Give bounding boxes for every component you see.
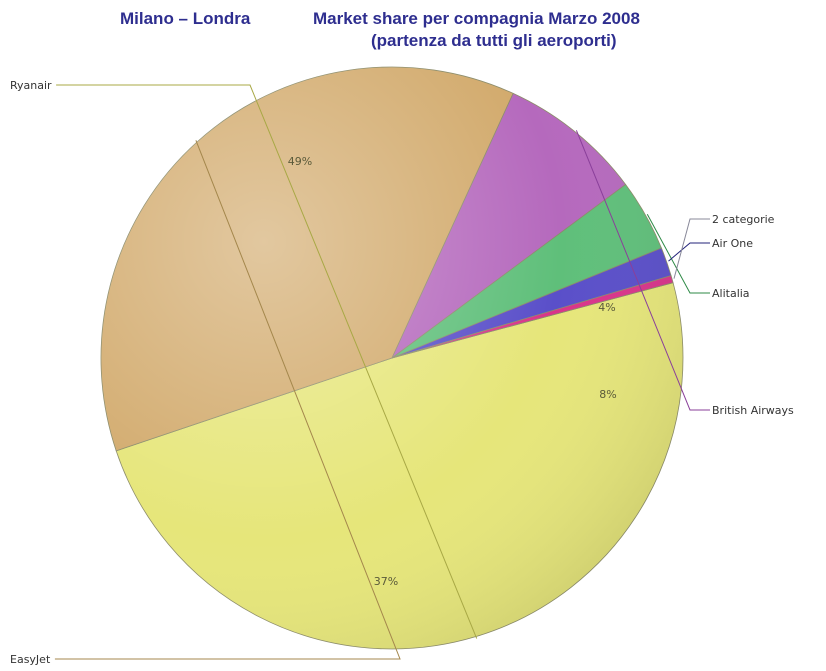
- leader-line-alitalia: [646, 213, 710, 294]
- slice-value-alitalia: 4%: [598, 301, 615, 314]
- slice-label-air-one: Air One: [712, 237, 753, 250]
- slice-value-ryanair: 49%: [288, 155, 312, 168]
- leader-line-easyjet: [54, 140, 401, 660]
- leader-line-air-one: [668, 242, 710, 262]
- chart-subtitle: (partenza da tutti gli aeroporti): [371, 31, 617, 50]
- slice-label-easyjet: EasyJet: [10, 653, 51, 666]
- chart-title: Market share per compagnia Marzo 2008: [313, 9, 640, 28]
- slice-label-ryanair: Ryanair: [10, 79, 52, 92]
- leader-line-british-airways: [575, 130, 710, 411]
- slice-label-2-categorie: 2 categorie: [712, 213, 775, 226]
- slice-label-british-airways: British Airways: [712, 404, 794, 417]
- leader-line-ryanair: [56, 84, 478, 639]
- slice-value-british-airways: 8%: [599, 388, 616, 401]
- slice-label-alitalia: Alitalia: [712, 287, 750, 300]
- slice-value-easyjet: 37%: [374, 575, 398, 588]
- route-title: Milano – Londra: [120, 9, 251, 28]
- leader-line-2-categorie: [673, 218, 710, 279]
